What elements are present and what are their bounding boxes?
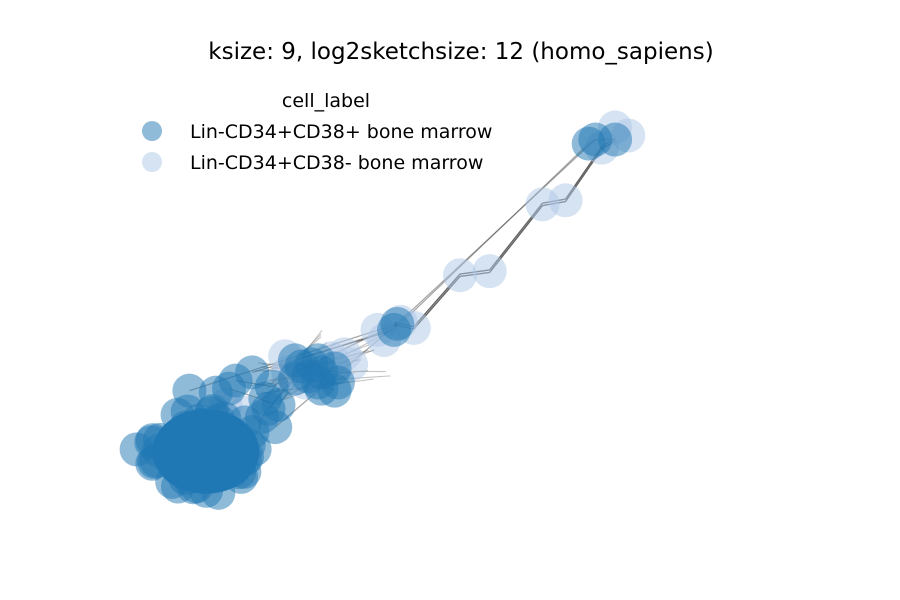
- node-cd38-negative: [443, 258, 477, 292]
- legend-marker-cd38-negative: [142, 152, 162, 172]
- node-cluster-core: [153, 409, 260, 494]
- legend-title: cell_label: [282, 90, 370, 112]
- legend: cell_label Lin-CD34+CD38+ bone marrow Li…: [142, 90, 492, 174]
- node-cd38-positive: [598, 123, 632, 157]
- node-cd38-negative: [549, 183, 583, 217]
- node-cd38-positive: [318, 374, 352, 408]
- chart-title: ksize: 9, log2sketchsize: 12 (homo_sapie…: [208, 39, 713, 65]
- legend-label-cd38-positive: Lin-CD34+CD38+ bone marrow: [190, 121, 492, 143]
- node-cd38-negative: [473, 254, 507, 288]
- node-cd38-positive: [120, 432, 154, 466]
- legend-label-cd38-negative: Lin-CD34+CD38- bone marrow: [190, 152, 483, 174]
- node-cd38-positive: [377, 313, 411, 347]
- legend-marker-cd38-positive: [142, 121, 162, 141]
